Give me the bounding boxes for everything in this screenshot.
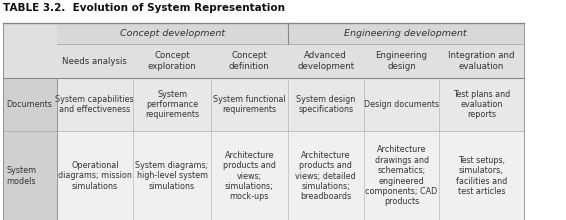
Bar [57, 44, 133, 78]
Text: Architecture
products and
views; detailed
simulations;
breadboards: Architecture products and views; detaile… [295, 151, 356, 201]
Bar [288, 78, 364, 131]
Text: Engineering development: Engineering development [344, 29, 467, 38]
Text: System functional
requirements: System functional requirements [213, 95, 286, 114]
Bar [439, 78, 524, 131]
Bar [133, 131, 211, 220]
Text: Design documents: Design documents [364, 100, 439, 109]
Bar [211, 78, 288, 131]
Text: Operational
diagrams; mission
simulations: Operational diagrams; mission simulation… [58, 161, 132, 191]
Text: System diagrams;
high-level system
simulations: System diagrams; high-level system simul… [135, 161, 209, 191]
Bar [364, 44, 439, 78]
Bar [364, 78, 439, 131]
Bar [57, 131, 133, 220]
Text: Needs analysis: Needs analysis [62, 57, 127, 66]
Text: Architecture
drawings and
schematics;
engineered
components; CAD
products: Architecture drawings and schematics; en… [366, 145, 438, 207]
Text: Architecture
products and
views;
simulations;
mock-ups: Architecture products and views; simulat… [223, 151, 276, 201]
Bar [3, 44, 57, 78]
Text: Integration and
evaluation: Integration and evaluation [448, 51, 514, 71]
Bar [364, 131, 439, 220]
Text: Test plans and
evaluation
reports: Test plans and evaluation reports [453, 90, 510, 119]
Text: TABLE 3.2.  Evolution of System Representation: TABLE 3.2. Evolution of System Represent… [3, 3, 285, 13]
Bar [133, 78, 211, 131]
Bar [439, 44, 524, 78]
Text: Engineering
design: Engineering design [376, 51, 427, 71]
Bar [439, 131, 524, 220]
Bar [133, 44, 211, 78]
Text: System capabilities
and effectiveness: System capabilities and effectiveness [55, 95, 134, 114]
Bar [288, 44, 364, 78]
Bar [3, 1, 524, 23]
Bar [57, 78, 133, 131]
Text: Concept
definition: Concept definition [229, 51, 269, 71]
Text: Concept development: Concept development [119, 29, 225, 38]
Text: System design
specifications: System design specifications [296, 95, 355, 114]
Bar [211, 44, 288, 78]
Bar [3, 23, 57, 44]
Text: Documents: Documents [6, 100, 52, 109]
Text: System
performance
requirements: System performance requirements [145, 90, 199, 119]
Bar [3, 131, 57, 220]
Bar [288, 131, 364, 220]
Text: Test setups,
simulators,
facilities and
test articles: Test setups, simulators, facilities and … [456, 156, 507, 196]
Bar [211, 131, 288, 220]
Text: Advanced
development: Advanced development [297, 51, 354, 71]
Bar [3, 78, 57, 131]
Text: Concept
exploration: Concept exploration [148, 51, 196, 71]
Bar [288, 23, 524, 44]
Text: System
models: System models [6, 166, 36, 186]
Bar [57, 23, 288, 44]
